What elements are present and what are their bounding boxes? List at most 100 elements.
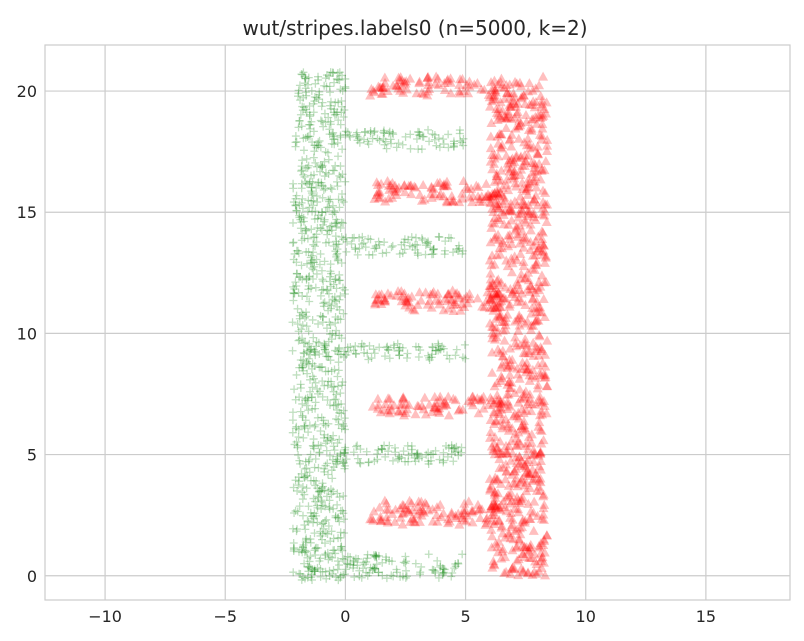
data-point bbox=[456, 510, 467, 520]
data-point bbox=[388, 241, 397, 250]
data-point bbox=[384, 447, 393, 456]
data-point bbox=[329, 108, 338, 117]
data-point bbox=[514, 498, 525, 508]
data-point bbox=[300, 72, 309, 81]
data-point bbox=[303, 573, 312, 582]
data-point bbox=[310, 347, 319, 356]
data-point bbox=[392, 568, 401, 577]
data-point bbox=[528, 96, 539, 106]
data-point bbox=[509, 466, 520, 476]
data-point bbox=[533, 379, 544, 389]
data-point bbox=[329, 534, 338, 543]
data-point bbox=[426, 456, 435, 465]
data-point bbox=[368, 85, 379, 95]
data-point bbox=[311, 481, 320, 490]
data-point bbox=[522, 206, 533, 216]
data-point bbox=[535, 281, 546, 291]
data-point bbox=[289, 546, 298, 555]
data-point bbox=[519, 199, 530, 209]
data-point bbox=[291, 138, 300, 147]
data-point bbox=[497, 449, 508, 459]
data-point bbox=[533, 315, 544, 325]
data-point bbox=[292, 206, 301, 215]
data-point bbox=[530, 316, 541, 326]
data-point bbox=[318, 162, 327, 171]
data-point bbox=[401, 132, 410, 141]
data-point bbox=[314, 95, 323, 104]
data-point bbox=[541, 216, 552, 226]
data-point bbox=[303, 259, 312, 268]
data-point bbox=[490, 416, 501, 426]
data-point bbox=[317, 163, 326, 172]
data-point bbox=[292, 527, 301, 536]
data-point bbox=[353, 561, 362, 570]
data-point bbox=[395, 346, 404, 355]
data-point bbox=[311, 404, 320, 413]
data-point bbox=[298, 413, 307, 422]
data-point bbox=[298, 102, 307, 111]
data-point bbox=[533, 242, 544, 252]
data-point bbox=[312, 184, 321, 193]
data-point bbox=[524, 513, 535, 523]
data-point bbox=[399, 180, 410, 190]
data-point bbox=[534, 410, 545, 420]
data-point bbox=[490, 87, 501, 97]
data-point bbox=[501, 255, 512, 265]
data-point bbox=[533, 276, 544, 286]
data-point bbox=[541, 251, 552, 261]
data-point bbox=[539, 257, 550, 267]
data-point bbox=[531, 296, 542, 306]
data-point bbox=[309, 333, 318, 342]
data-point bbox=[383, 193, 394, 203]
data-point bbox=[504, 377, 515, 387]
data-point bbox=[495, 249, 506, 259]
data-point bbox=[512, 277, 523, 287]
data-point bbox=[387, 243, 396, 252]
data-point bbox=[302, 292, 311, 301]
data-point bbox=[435, 499, 446, 509]
data-point bbox=[372, 179, 383, 189]
data-point bbox=[308, 575, 317, 584]
data-point bbox=[301, 74, 310, 83]
data-point bbox=[321, 238, 330, 247]
data-point bbox=[524, 546, 535, 556]
data-point bbox=[310, 567, 319, 576]
data-point bbox=[406, 144, 415, 153]
data-point bbox=[330, 166, 339, 175]
data-point bbox=[336, 120, 345, 129]
data-point bbox=[391, 80, 402, 90]
data-point bbox=[355, 244, 364, 253]
data-point bbox=[493, 407, 504, 417]
data-point bbox=[314, 493, 323, 502]
data-point bbox=[354, 554, 363, 563]
data-point bbox=[480, 519, 491, 529]
data-point bbox=[331, 161, 340, 170]
data-point bbox=[301, 396, 310, 405]
data-point bbox=[301, 538, 310, 547]
data-point bbox=[318, 193, 327, 202]
data-point bbox=[521, 477, 532, 487]
data-point bbox=[289, 483, 298, 492]
data-point bbox=[510, 123, 521, 133]
data-point bbox=[521, 466, 532, 476]
data-point bbox=[310, 463, 319, 472]
data-point bbox=[387, 139, 396, 148]
data-point bbox=[500, 205, 511, 215]
data-point bbox=[329, 566, 338, 575]
data-point bbox=[306, 535, 315, 544]
data-point bbox=[538, 435, 549, 445]
data-point bbox=[524, 143, 535, 153]
data-point bbox=[404, 495, 415, 505]
data-point bbox=[513, 436, 524, 446]
data-point bbox=[315, 260, 324, 269]
data-point bbox=[289, 179, 298, 188]
data-point bbox=[309, 248, 318, 257]
data-point bbox=[404, 302, 415, 312]
data-point bbox=[329, 504, 338, 513]
data-point bbox=[489, 334, 500, 344]
data-point bbox=[497, 420, 508, 430]
data-point bbox=[515, 248, 526, 258]
data-point bbox=[534, 394, 545, 404]
data-point bbox=[516, 455, 527, 465]
data-point bbox=[366, 563, 375, 572]
